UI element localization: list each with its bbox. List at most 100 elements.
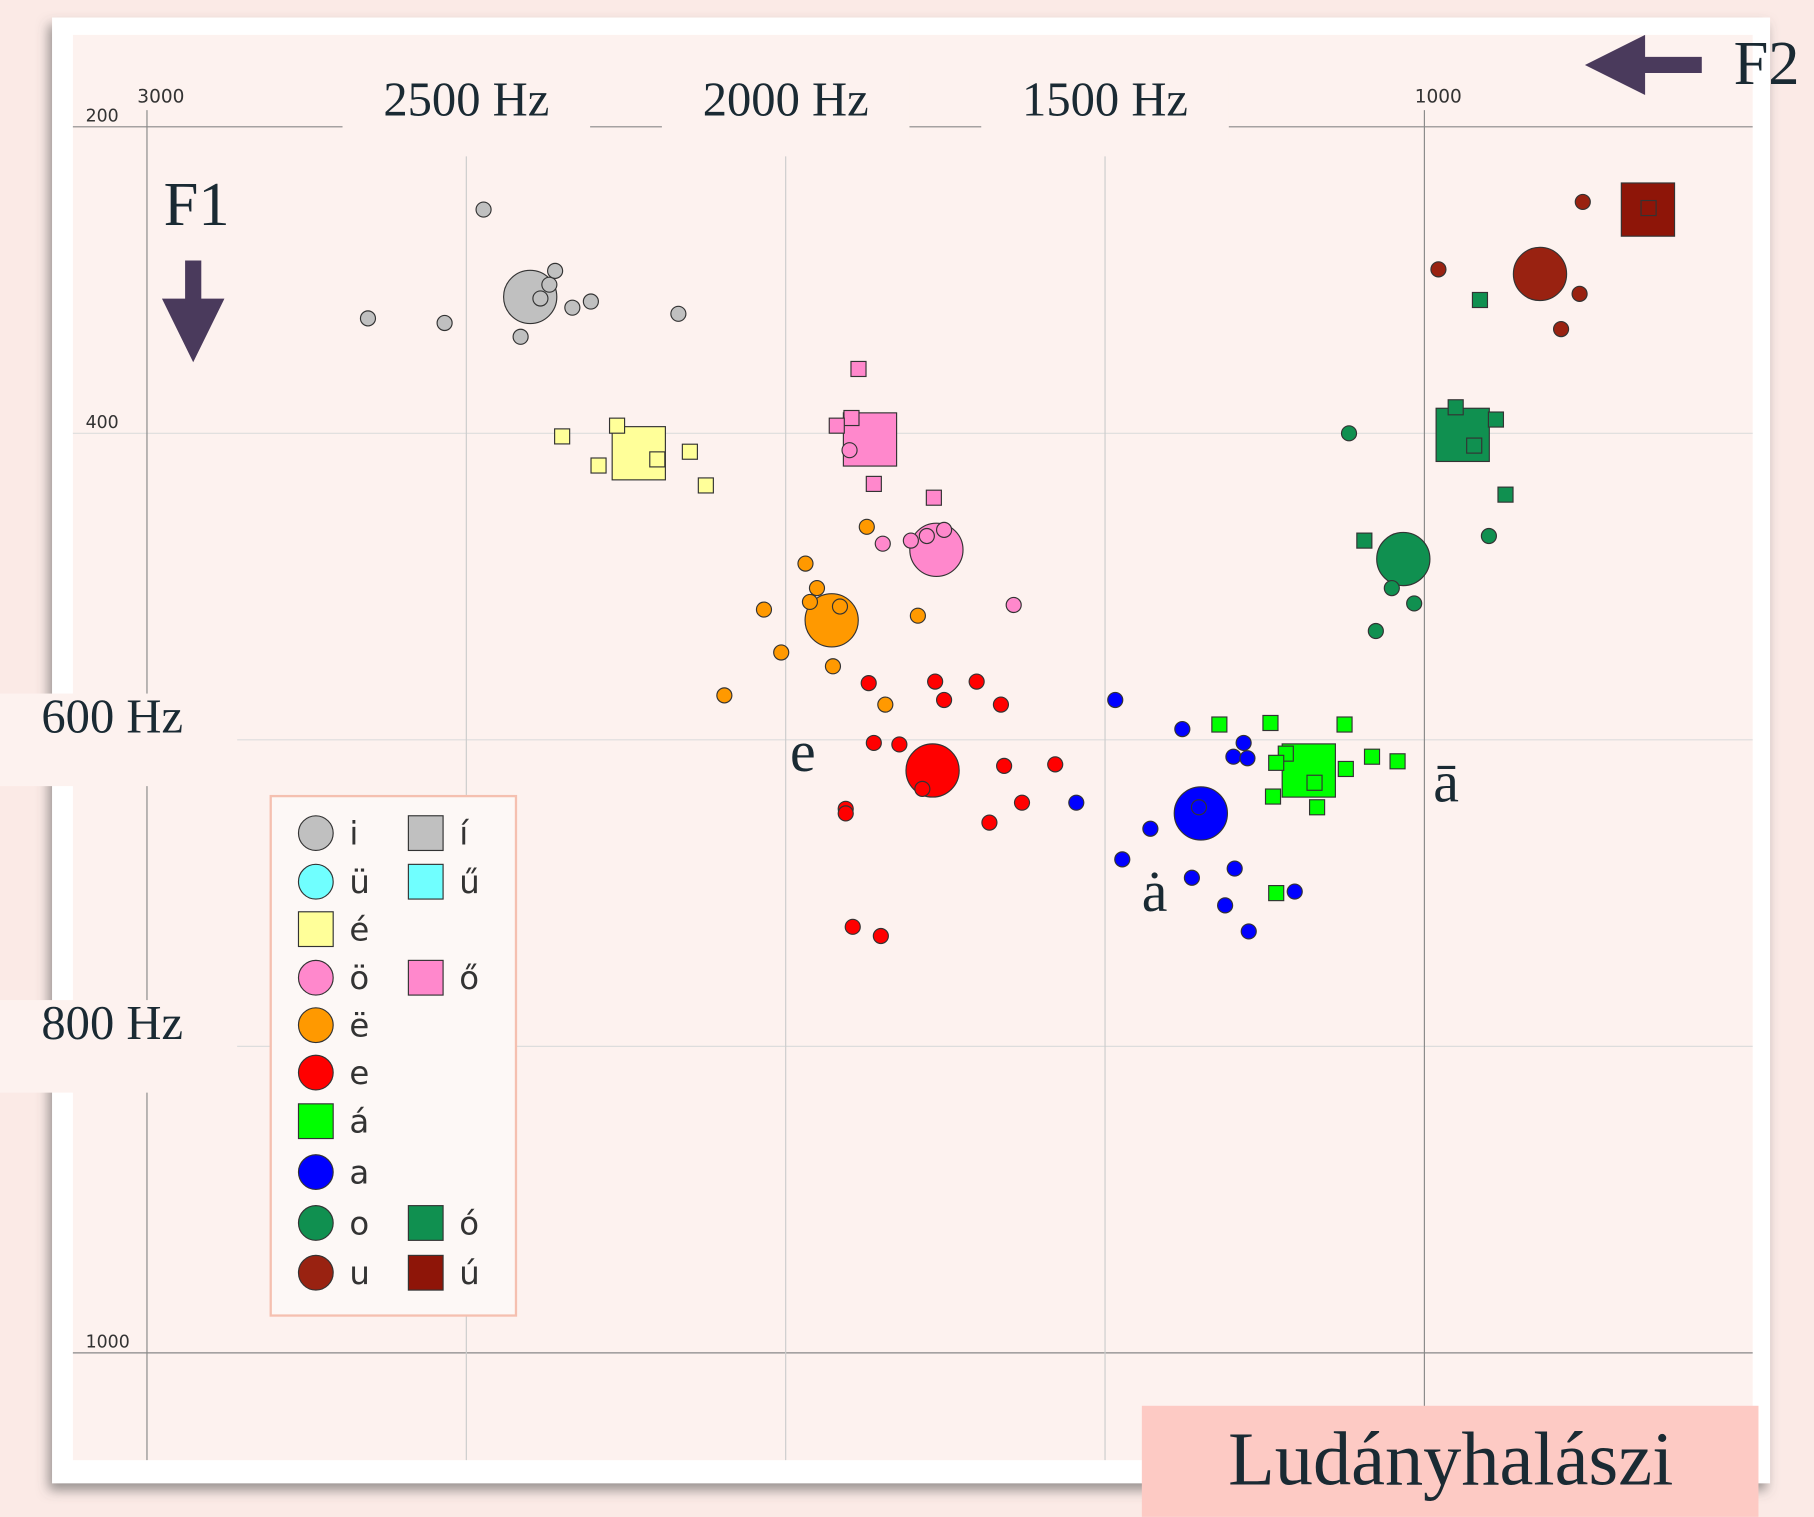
point — [843, 409, 860, 427]
point — [681, 443, 698, 460]
point — [909, 607, 926, 624]
point — [1235, 734, 1252, 752]
point — [1240, 923, 1257, 940]
legend-swatch — [297, 911, 334, 948]
point — [935, 691, 953, 709]
point — [1107, 691, 1124, 709]
point — [1190, 799, 1208, 816]
annotation: e — [790, 719, 816, 784]
point — [1383, 580, 1400, 597]
point — [935, 521, 953, 538]
y-axis-label: F1 — [164, 169, 230, 239]
point — [860, 675, 877, 692]
legend-swatch — [297, 863, 334, 900]
point — [858, 518, 875, 535]
legend-label: ë — [349, 1006, 369, 1044]
legend-swatch — [407, 1205, 444, 1241]
point — [844, 918, 861, 935]
mean-marker — [1512, 246, 1568, 302]
legend-label: e — [349, 1054, 369, 1092]
point — [996, 757, 1013, 774]
point — [716, 687, 733, 704]
point — [755, 601, 773, 618]
legend-swatch — [407, 959, 444, 996]
point — [992, 696, 1010, 713]
point — [1430, 261, 1447, 278]
point — [914, 780, 931, 797]
x-tick-label: 2000 Hz — [703, 72, 869, 126]
point — [1211, 716, 1228, 733]
point — [1480, 527, 1497, 545]
legend-label: ü — [349, 863, 370, 901]
legend-swatch — [297, 1254, 334, 1291]
legend-label: ú — [459, 1254, 480, 1292]
x-tick-label: 3000 — [137, 86, 184, 107]
point — [582, 293, 599, 310]
point — [1337, 760, 1354, 778]
point — [1389, 753, 1406, 770]
point — [1264, 788, 1282, 805]
y-tick-label: 200 — [86, 106, 119, 126]
point — [1471, 291, 1489, 309]
legend-label: u — [349, 1254, 370, 1292]
point — [872, 927, 889, 945]
point — [828, 417, 845, 434]
point — [1174, 721, 1191, 738]
legend-swatch — [297, 1103, 334, 1140]
point — [1571, 285, 1588, 302]
point — [1226, 860, 1243, 877]
point — [1487, 411, 1505, 428]
point — [554, 428, 571, 445]
point — [649, 451, 666, 468]
point — [1013, 794, 1031, 811]
legend-label: ö — [349, 959, 369, 997]
point — [1497, 486, 1514, 503]
legend-label: ű — [459, 863, 480, 901]
point — [927, 673, 944, 690]
point — [564, 299, 581, 316]
legend-swatch — [297, 959, 334, 996]
point — [837, 805, 854, 822]
x-tick-box — [342, 69, 591, 142]
x-tick-box — [661, 69, 910, 142]
point — [874, 535, 891, 552]
legend-swatch — [297, 1054, 334, 1091]
point — [1363, 748, 1381, 765]
point — [1268, 754, 1285, 771]
point — [697, 477, 714, 494]
point — [902, 532, 919, 549]
legend-label: í — [459, 814, 469, 852]
point — [1574, 193, 1591, 211]
x-axis-label: F2 — [1734, 28, 1800, 98]
point — [670, 305, 687, 322]
title-box — [1141, 1405, 1759, 1517]
mean-marker — [1376, 531, 1431, 587]
legend-swatch — [407, 815, 444, 852]
x-tick-label: 1500 Hz — [1022, 72, 1188, 126]
legend-label: i — [349, 814, 358, 852]
point — [1356, 532, 1373, 549]
legend-swatch — [297, 1007, 334, 1044]
point — [1217, 897, 1234, 914]
point — [981, 814, 998, 831]
point — [1340, 425, 1358, 442]
legend-swatch — [407, 863, 444, 900]
point — [1114, 851, 1131, 868]
legend-swatch — [297, 1154, 334, 1191]
y-tick-label: 800 Hz — [41, 996, 183, 1050]
point — [1306, 774, 1323, 791]
point — [512, 328, 529, 345]
mean-marker — [905, 743, 960, 798]
x-tick-box — [981, 69, 1229, 142]
chart-title: Ludányhalászi — [1228, 1417, 1673, 1502]
point — [1308, 799, 1326, 816]
legend-swatch — [407, 1254, 444, 1291]
point — [1367, 622, 1384, 640]
point — [1447, 399, 1464, 416]
y-tick-label: 1000 — [86, 1332, 130, 1352]
y-tick-box — [0, 693, 238, 787]
point — [1005, 596, 1022, 614]
f1-arrow — [161, 260, 225, 363]
point — [865, 475, 882, 493]
